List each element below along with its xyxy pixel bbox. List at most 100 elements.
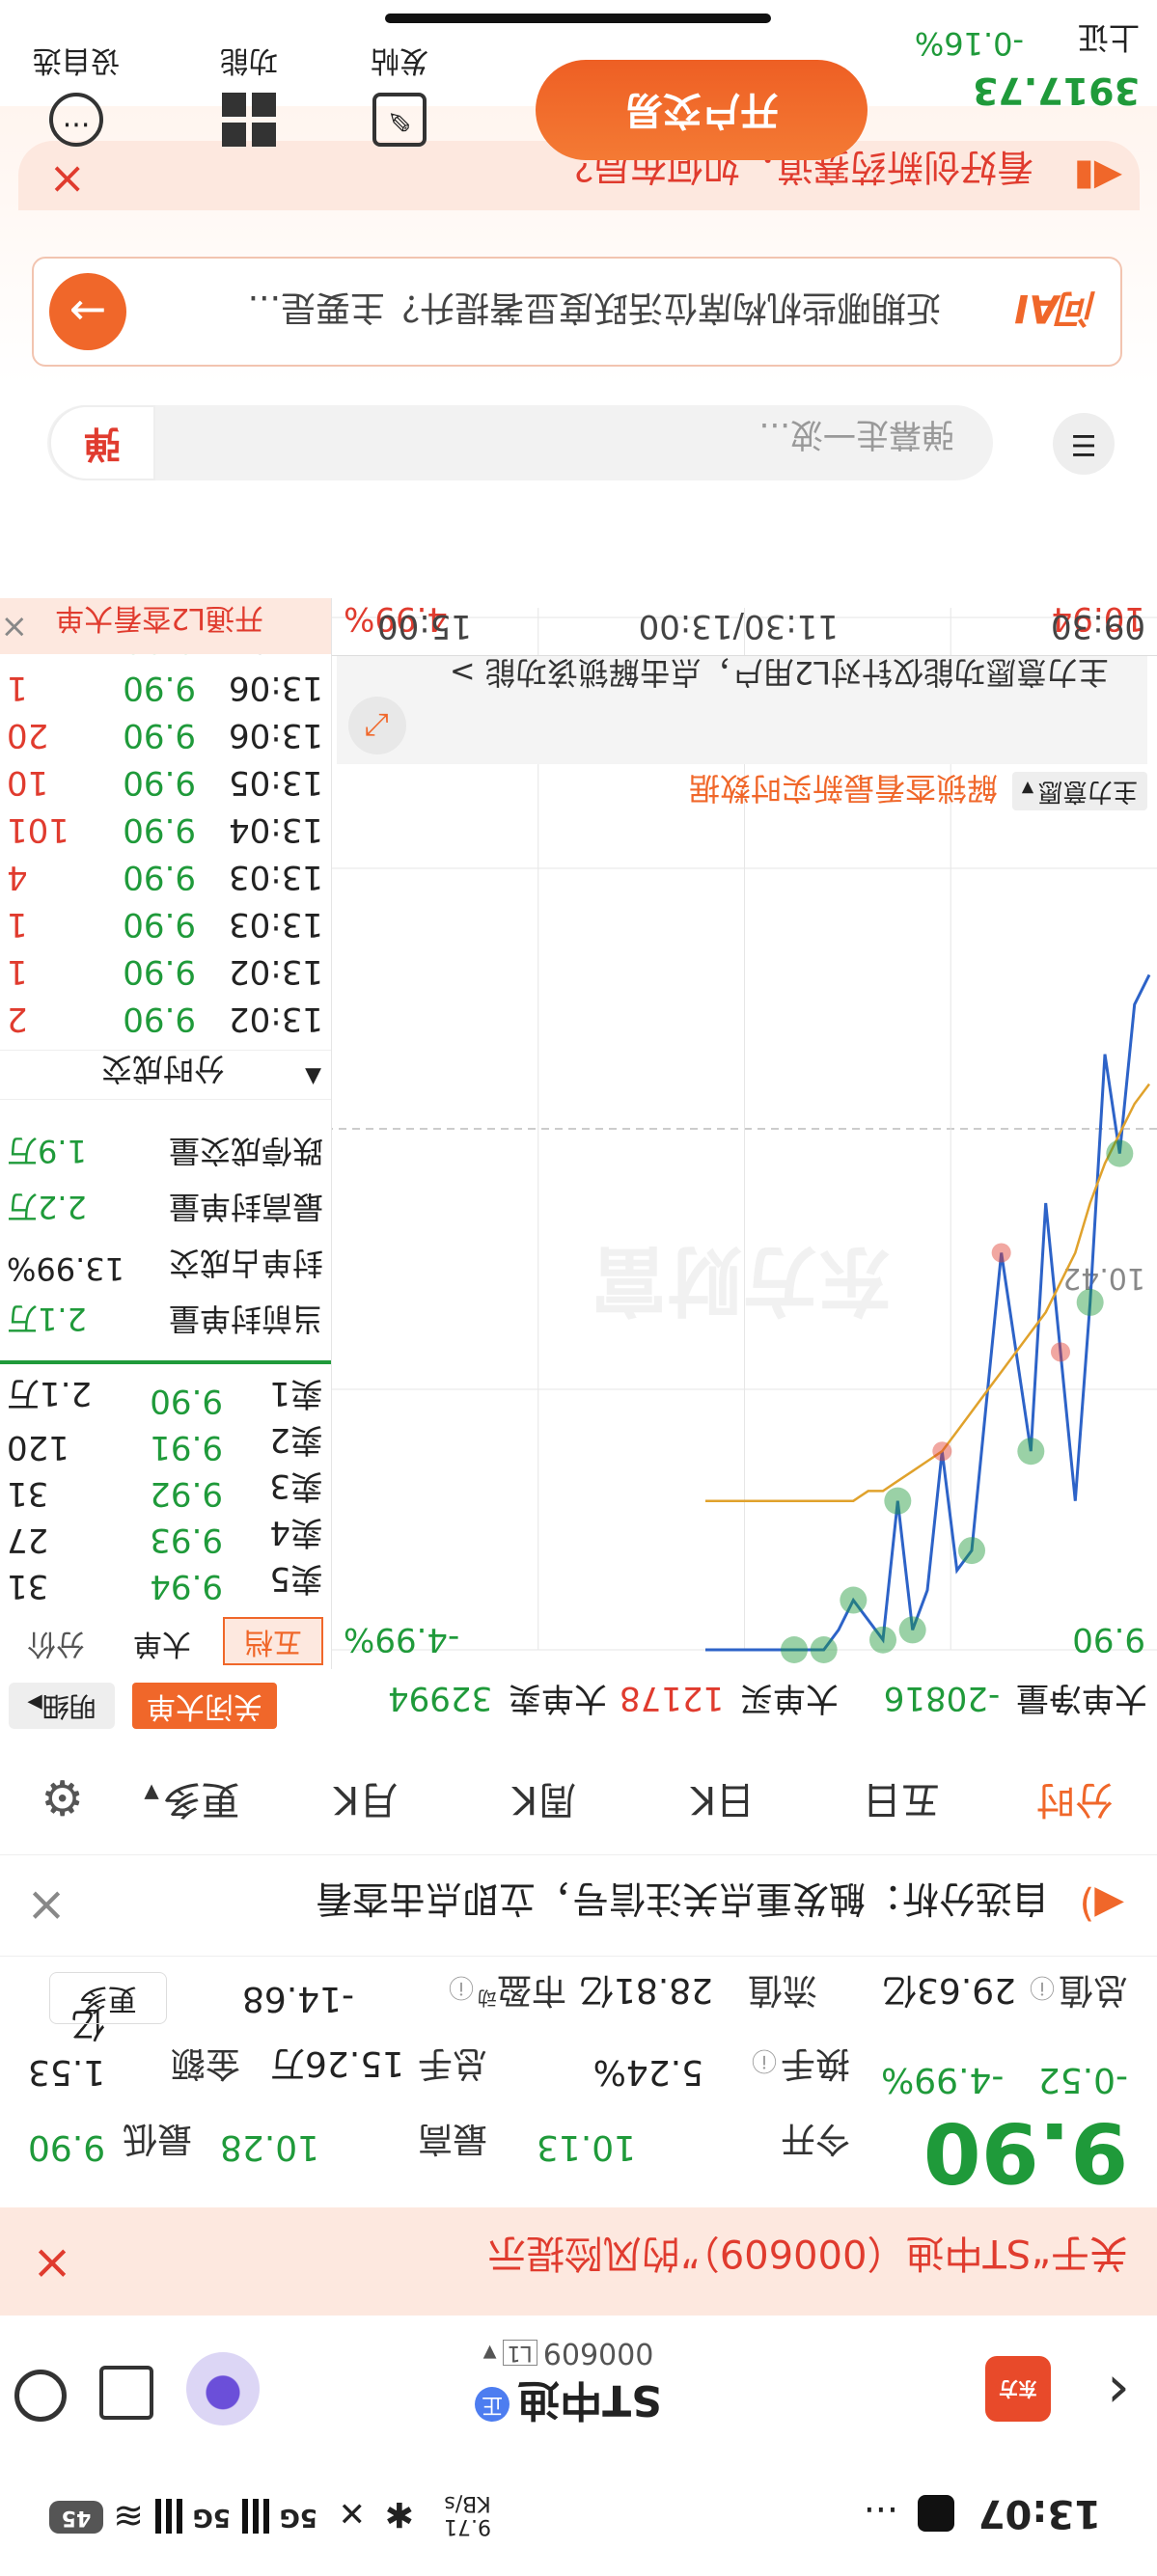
change-percent: -4.99% (881, 2060, 1005, 2099)
chevron-right-icon: ▶ (27, 1692, 42, 1715)
back-icon[interactable]: ‹ (1107, 2358, 1130, 2425)
ask-price: 9.90 (150, 1382, 223, 1420)
tab-five-level[interactable]: 五档 (223, 1617, 323, 1665)
tick-time: 13:05 (229, 763, 323, 802)
ticks-list: 13:02 9.90 2 13:02 9.90 1 13:03 9.90 1 13:03 9.90 4… (0, 621, 331, 1044)
ask-list: 卖5 9.94 31 卖4 9.93 27 卖3 9.92 31 卖2 9.91 120 卖1 9.90 2… (0, 1370, 331, 1611)
buy-marker (991, 1243, 1011, 1263)
high-value: 10.28 (219, 2127, 319, 2167)
post-button[interactable]: ✎ 发帖 (346, 42, 453, 147)
index-ticker[interactable]: 3917.73 上证 -0.16% (889, 15, 1140, 112)
tab-intraday[interactable]: 分时 (1036, 1777, 1114, 1822)
tick-price: 9.90 (123, 952, 196, 991)
l2-link[interactable]: 开通L2查看大单 (55, 601, 263, 635)
ask-row: 卖1 9.90 2.1万 (0, 1374, 331, 1426)
tick-volume: 1 (7, 669, 28, 707)
tab-more-label[interactable]: 更多 (162, 1777, 240, 1822)
main-force-button[interactable]: 主力意愿▼ (1012, 772, 1147, 810)
ai-question[interactable]: 近期哪些机构席位活跃度显著提升？主要是... (247, 288, 941, 327)
close-icon[interactable]: × (48, 154, 86, 206)
signal-bars-icon-2 (150, 2499, 182, 2534)
tab-five-day[interactable]: 五日 (863, 1777, 940, 1822)
pe-label-text: 市盈 (496, 1970, 566, 2010)
ask-volume: 31 (7, 1567, 49, 1605)
open-account-button[interactable]: 开户交易 (536, 60, 868, 160)
y-label-prev-close: 10.42 (1062, 1261, 1145, 1295)
ask-price: 9.94 (150, 1567, 223, 1605)
ask-price: 9.92 (150, 1474, 223, 1513)
tick-row: 13:02 9.90 2 (0, 997, 331, 1044)
l2-notice-text[interactable]: 主力意愿功能仅针对L2用户，点击解锁该功能 > (449, 654, 1109, 691)
tab-price-dist[interactable]: 分价 (27, 1627, 85, 1660)
expand-icon[interactable]: ⤢ (348, 697, 406, 754)
gear-icon[interactable]: ⚙ (41, 1769, 84, 1825)
unlock-data-link[interactable]: 解锁查看最新实时数据 (688, 770, 998, 807)
risk-notice-bar[interactable]: 关于“ST中迪（000609）”的风险提示 × (0, 2207, 1157, 2316)
danmu-badge[interactable]: 弹 (49, 405, 155, 480)
ask-label: 卖1 (269, 1374, 323, 1412)
intraday-chart[interactable]: 9.90 -4.99% 10.42 10.94 4.99% 东方财富 (332, 598, 1157, 1669)
danmu-settings-icon[interactable]: ☰ (1053, 413, 1115, 475)
l2-bar[interactable]: 开通L2查看大单 × (0, 598, 331, 654)
alert-text[interactable]: 自选分析：触发重点关注信号，立即点击查看 (315, 1877, 1049, 1920)
fullscreen-icon[interactable] (99, 2366, 153, 2420)
y-label-top-pct: -4.99% (344, 1620, 459, 1658)
add-watchlist-label[interactable]: 设自选 (33, 43, 120, 77)
danmu-placeholder: 弹幕走一波... (758, 415, 954, 453)
l2-lock-panel[interactable]: ⤢ 主力意愿功能仅针对L2用户，点击解锁该功能 > (337, 654, 1147, 764)
volume-value: 15.26万 (269, 2043, 404, 2083)
tick-row: 13:03 9.90 1 (0, 902, 331, 949)
close-big-order-button[interactable]: 关闭大单 (132, 1683, 277, 1729)
ask-label: 卖2 (269, 1420, 323, 1459)
robot-assistant-icon[interactable] (186, 2352, 260, 2425)
danmu-input[interactable]: 弹幕走一波... 弹 (47, 405, 993, 480)
close-icon[interactable]: × (0, 608, 29, 646)
info-icon[interactable]: ⓘ (1029, 1972, 1055, 2001)
tab-big-order[interactable]: 大单 (133, 1627, 191, 1660)
dropdown-icon[interactable]: ▼ (482, 2343, 497, 2363)
detail-button[interactable]: 明细▶ (9, 1683, 115, 1729)
battery-icon: 45 (49, 2501, 103, 2534)
grid-icon (222, 93, 276, 147)
ticks-title[interactable]: 分时成交 (100, 1051, 225, 1087)
seal-label: 当前封单量 (168, 1301, 323, 1337)
sell-marker (1076, 1288, 1104, 1316)
tab-weekly-k[interactable]: 周K (511, 1777, 577, 1822)
arrow-right-icon[interactable]: → (49, 273, 126, 350)
net-speed: 9.71 KB/s (444, 2491, 491, 2538)
info-icon[interactable]: ⓘ (448, 1972, 474, 2001)
post-label[interactable]: 发帖 (371, 43, 428, 77)
ask-price: 9.91 (150, 1428, 223, 1466)
sell-marker (1017, 1438, 1045, 1466)
divider (0, 1360, 331, 1364)
ai-ask-box[interactable]: 问AI 近期哪些机构席位活跃度显著提升？主要是... → (32, 257, 1122, 367)
risk-notice-text[interactable]: 关于“ST中迪（000609）”的风险提示 (487, 2231, 1128, 2275)
more-button[interactable]: 更多 (49, 1972, 167, 2024)
ticks-header[interactable]: ▲ 分时成交 (0, 1050, 331, 1100)
sell-marker (898, 1616, 926, 1644)
detail-label[interactable]: 明细 (41, 1690, 96, 1722)
tick-row: 13:02 9.90 1 (0, 949, 331, 997)
tab-more[interactable]: 更多▼ (105, 1742, 279, 1856)
main-force-label[interactable]: 主力意愿 (1037, 777, 1139, 806)
close-icon[interactable]: × (32, 2236, 72, 2292)
add-watchlist-button[interactable]: ··· 设自选 (18, 42, 134, 147)
tick-time: 13:02 (229, 952, 323, 991)
tab-monthly-k[interactable]: 月K (333, 1777, 399, 1822)
eastmoney-logo[interactable]: 东方 (985, 2356, 1051, 2422)
caret-icon: ▲ (305, 1065, 321, 1089)
search-icon[interactable] (14, 2370, 67, 2422)
info-icon[interactable]: ⓘ (751, 2045, 777, 2074)
tab-daily-k[interactable]: 日K (690, 1777, 756, 1822)
function-label[interactable]: 功能 (220, 43, 278, 77)
index-value: 3917.73 (972, 69, 1140, 112)
tick-volume: 4 (7, 858, 28, 896)
function-button[interactable]: 功能 (196, 42, 302, 147)
float-value: 28.81亿 (578, 1970, 713, 2010)
volume-label: 总手 (417, 2043, 487, 2083)
big-order-net: 大单净量 -20816 (884, 1678, 1147, 1725)
tick-price: 9.90 (123, 1000, 196, 1038)
sell-label: 大单卖 (509, 1679, 607, 1717)
analysis-alert[interactable]: ◀) 自选分析：触发重点关注信号，立即点击查看 × (0, 1854, 1157, 1957)
close-icon[interactable]: × (26, 1878, 67, 1934)
